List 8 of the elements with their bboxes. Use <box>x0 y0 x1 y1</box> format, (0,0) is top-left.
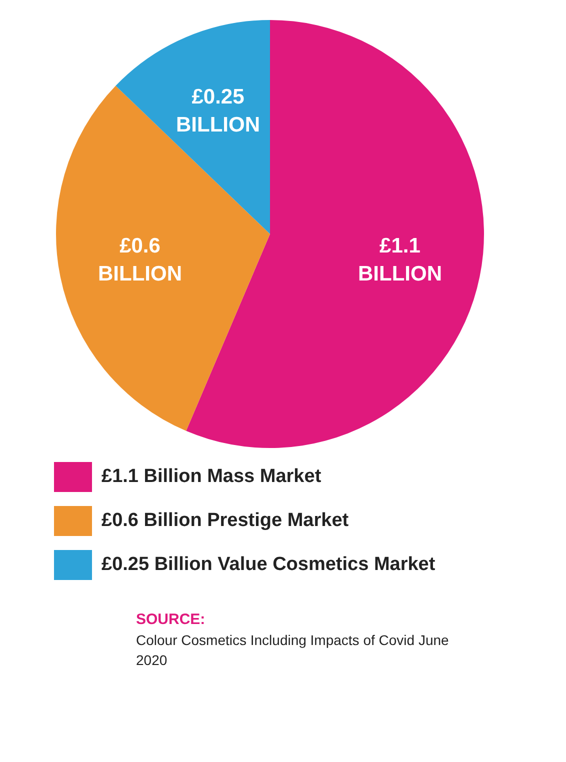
legend-label: £0.6 Billion Prestige Market <box>102 510 350 532</box>
source-note: SOURCE: <box>136 610 206 630</box>
legend-label: £0.25 Billion Value Cosmetics Market <box>102 554 436 576</box>
legend-label: £1.1 Billion Mass Market <box>102 466 322 488</box>
text: Colour Cosmetics Including Impacts of Covid June 2020 <box>136 631 450 670</box>
data-label: £0.25 BILLION <box>176 86 260 137</box>
data-label: £0.6 BILLION <box>98 234 182 286</box>
data-label: £1.1 BILLION <box>358 234 442 286</box>
